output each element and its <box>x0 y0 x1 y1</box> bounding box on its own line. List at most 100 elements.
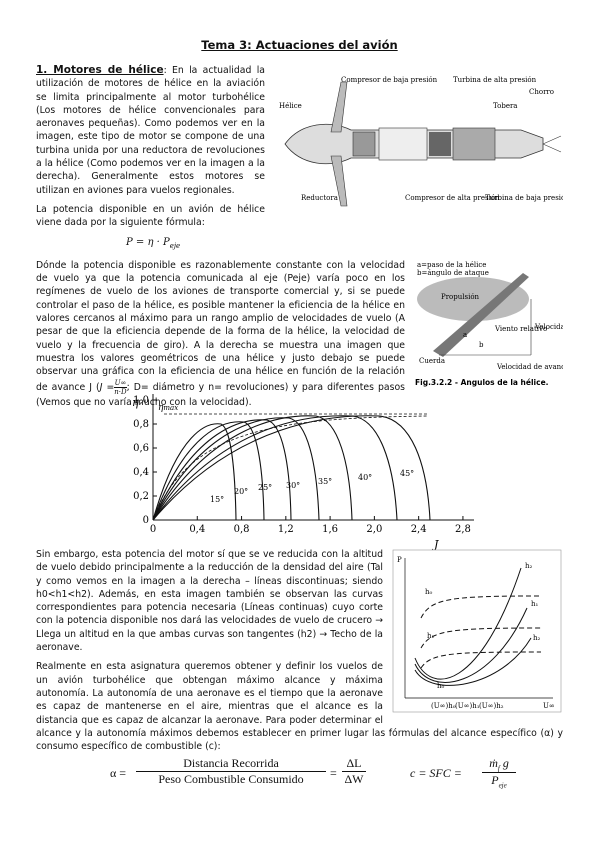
j-fraction: U∞ n·D <box>114 379 127 396</box>
eta: η <box>158 403 164 413</box>
sub: max <box>163 404 178 412</box>
section-heading: 1. Motores de hélice <box>36 64 164 76</box>
available-h2 <box>420 651 542 669</box>
sub: f <box>497 764 500 773</box>
power-figure: P h₂ h₀ h₁ h₂ h₁ h₀ (U∞)h₀ (U∞)h₁ (U∞)h₂… <box>392 549 562 713</box>
y-tick-label: 0 <box>143 515 149 526</box>
pitch-label: 35° <box>318 477 332 486</box>
legend: b=ángulo de ataque <box>417 269 489 277</box>
curve <box>152 421 265 521</box>
text: ; D= diámetro y n= revoluciones) y para … <box>36 381 405 408</box>
pitch-labels: 15° 20° 25° 30° 35° 40° 45° <box>210 469 414 504</box>
power-label: P <box>397 556 402 564</box>
combustor <box>429 132 451 156</box>
x-tick-label: 1,2 <box>278 524 294 535</box>
x-label: J <box>432 538 439 550</box>
power-label: U∞ <box>543 702 555 710</box>
pitch-label: 25° <box>258 483 272 492</box>
formula-text: P = η · P <box>126 236 170 248</box>
curve <box>152 415 431 521</box>
denominator: Peso Combustible Consumido <box>158 772 304 786</box>
y-tick-label: 0,2 <box>133 491 149 502</box>
x-tick-label: 0,4 <box>189 524 205 535</box>
blade-label: Velocidad de avance <box>496 363 563 371</box>
p: P <box>491 773 499 788</box>
required-h1 <box>414 607 528 683</box>
eta-max-label: ηmax <box>158 403 178 413</box>
paragraph: Realmente en esta asignatura queremos ob… <box>36 661 563 753</box>
power-label: (U∞)h₀ <box>431 702 456 710</box>
power-label: h₁ <box>531 600 539 608</box>
blade-figure: a=paso de la hélice b=ángulo de ataque P… <box>415 261 563 387</box>
power-label: (U∞)h₂ <box>479 702 504 710</box>
blade-label: a <box>463 331 467 339</box>
curve <box>152 419 292 521</box>
jet <box>542 135 562 153</box>
frame <box>392 549 562 713</box>
alpha-lhs: α = <box>110 766 127 780</box>
denominator: Peje <box>482 773 516 789</box>
y-tick-label: 1,0 <box>133 395 149 406</box>
paragraph: La potencia disponible en un avión de hé… <box>36 203 265 229</box>
title: Tema 3: Actuaciones del avión <box>201 38 398 52</box>
compressor <box>378 127 428 161</box>
available-h0 <box>420 595 542 619</box>
x-tick-label: 2,4 <box>411 524 427 535</box>
sfc-fraction: ṁf g Peje <box>482 756 516 790</box>
y-tick-label: 0,4 <box>133 467 149 478</box>
denominator: n·D <box>114 387 127 396</box>
mdot: ṁ <box>489 756 498 770</box>
power-label: (U∞)h₁ <box>455 702 480 710</box>
pitch-label: 15° <box>210 495 224 504</box>
alpha-fraction: Distancia Recorrida Peso Combustible Con… <box>136 756 326 787</box>
paragraph: : En la actualidad la utilización de mot… <box>36 65 265 196</box>
engine-label: Turbina de baja presión <box>485 194 563 202</box>
y-tick-label: 0,8 <box>133 419 149 430</box>
curve <box>152 415 398 521</box>
denominator: ΔW <box>344 772 364 786</box>
engine-label: Compresor de alta presión <box>405 194 500 202</box>
power-label: h₂ <box>533 634 541 642</box>
x-tick-label: 1,6 <box>322 524 338 535</box>
engine-label: Compresor de baja presión <box>341 76 438 84</box>
engine-label: Chorro <box>529 88 554 96</box>
g: g <box>499 756 509 770</box>
x-tick-label: 2,0 <box>366 524 382 535</box>
power-label: h₀ <box>425 588 433 596</box>
pitch-label: 20° <box>234 487 248 496</box>
blade-label: Propulsión <box>441 293 480 301</box>
y-label: η <box>132 396 139 409</box>
legend: a=paso de la hélice <box>417 261 486 269</box>
paragraph: Dónde la potencia disponible es razonabl… <box>36 259 563 409</box>
efficiency-plot: ηmax η J 15° 20° 25° 30° 35° 40° 45° 0 0,… <box>132 394 474 550</box>
engine-figure: Compresor de baja presión Turbina de alt… <box>279 76 563 207</box>
blade-label: Cuerda <box>419 357 445 365</box>
pitch-label: 45° <box>400 469 414 478</box>
curve <box>152 423 237 521</box>
engine-label: Turbina de alta presión <box>453 76 537 84</box>
propeller <box>330 81 348 207</box>
formula-sub: eje <box>169 241 181 250</box>
turbine <box>452 127 496 161</box>
equals: = <box>330 766 337 780</box>
j-lhs: J = <box>99 381 115 393</box>
x-tick-label: 2,8 <box>455 524 471 535</box>
blade-label: Viento relativo <box>494 325 547 333</box>
delta-fraction: ΔL ΔW <box>342 756 366 787</box>
y-tick-label: 0,6 <box>133 443 149 454</box>
engine-label: Hélice <box>279 102 302 110</box>
numerator: Distancia Recorrida <box>136 756 326 772</box>
gearbox <box>352 131 376 157</box>
section-bottom: P h₂ h₀ h₁ h₂ h₁ h₀ (U∞)h₀ (U∞)h₁ (U∞)h₂… <box>36 548 563 759</box>
power-label: h₁ <box>427 632 435 640</box>
power-label: h₀ <box>437 682 445 690</box>
caption: Fig.3.2.2 - Angulos de la hélice. <box>415 378 549 387</box>
x-tick-label: 0,8 <box>234 524 250 535</box>
blade <box>433 272 529 357</box>
curves <box>152 415 431 521</box>
x-tick-label: 0 <box>150 524 156 535</box>
required-h2 <box>414 567 522 680</box>
numerator: ṁf g <box>482 756 516 774</box>
section-top: Compresor de baja presión Turbina de alt… <box>36 58 563 415</box>
